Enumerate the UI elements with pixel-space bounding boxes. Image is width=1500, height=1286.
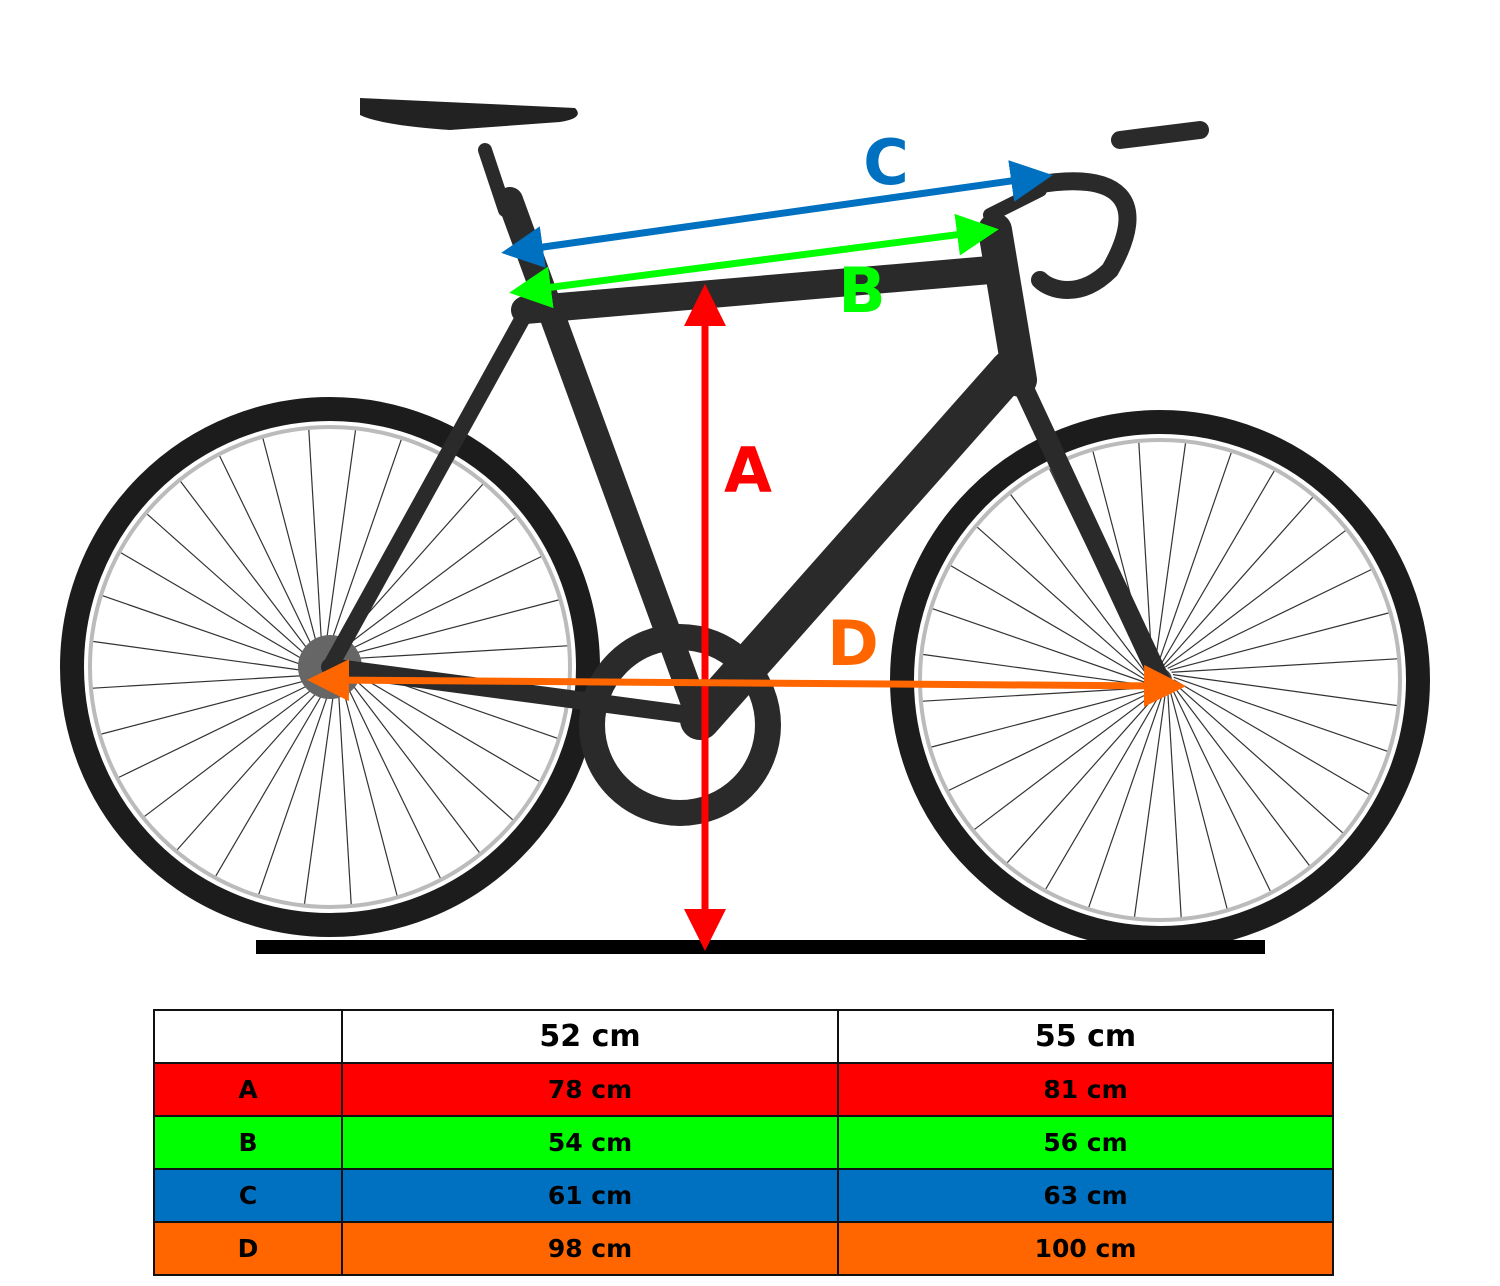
table-row-a: A 78 cm 81 cm	[153, 1062, 1334, 1117]
table-row-b: B 54 cm 56 cm	[153, 1115, 1334, 1170]
dimension-c: C	[501, 126, 1053, 268]
spoke	[326, 439, 402, 654]
spoke	[118, 678, 323, 778]
spoke	[948, 691, 1153, 791]
spoke	[1162, 497, 1314, 667]
spoke	[176, 680, 328, 850]
spoke	[1173, 679, 1370, 795]
spoke	[144, 679, 326, 817]
spoke	[341, 645, 568, 660]
spoke	[342, 671, 480, 853]
spoke	[337, 678, 352, 905]
spoke	[120, 552, 317, 668]
spoke	[1164, 530, 1346, 668]
spoke	[219, 455, 319, 660]
spoke	[1133, 692, 1166, 917]
spoke	[93, 640, 318, 673]
spoke	[92, 674, 319, 689]
cell-value: 63 cm	[837, 1168, 1334, 1223]
spoke	[339, 599, 559, 658]
row-label: D	[153, 1221, 343, 1276]
spoke	[339, 676, 398, 896]
spoke	[1171, 658, 1398, 673]
saddle	[360, 98, 578, 130]
spoke	[1010, 494, 1148, 676]
spoke	[1156, 452, 1232, 667]
cell-value: 100 cm	[837, 1221, 1334, 1276]
spoke	[1154, 443, 1187, 668]
label-c: C	[863, 126, 909, 199]
spoke	[258, 680, 334, 895]
spoke	[1172, 674, 1397, 707]
spoke	[1167, 569, 1372, 669]
spoke	[334, 517, 516, 655]
spoke	[337, 556, 542, 656]
ground-line	[256, 940, 1265, 954]
spoke	[1169, 612, 1389, 671]
spoke	[1088, 693, 1164, 908]
spoke	[1173, 682, 1343, 834]
spoke	[1169, 689, 1228, 909]
table-header-row: 52 cm 55 cm	[153, 1009, 1334, 1064]
spoke	[1138, 442, 1153, 669]
header-size-55: 55 cm	[837, 1009, 1334, 1064]
row-label: C	[153, 1168, 343, 1223]
spoke	[147, 513, 317, 665]
spoke	[341, 674, 441, 879]
spoke	[1006, 693, 1158, 863]
label-a: A	[724, 434, 772, 507]
spoke	[1173, 676, 1388, 752]
spoke	[974, 692, 1156, 830]
dimension-d: D	[307, 607, 1186, 707]
spoke	[1045, 693, 1161, 890]
spoke	[1167, 691, 1182, 918]
row-label: A	[153, 1062, 343, 1117]
spoke	[215, 680, 331, 877]
spoke	[102, 595, 317, 671]
cell-value: 98 cm	[341, 1221, 839, 1276]
cell-value: 78 cm	[341, 1062, 839, 1117]
table-row-d: D 98 cm 100 cm	[153, 1221, 1334, 1276]
label-d: D	[827, 607, 878, 680]
cell-value: 56 cm	[837, 1115, 1334, 1170]
row-label: B	[153, 1115, 343, 1170]
dimension-a: A	[684, 284, 772, 951]
cell-value: 61 cm	[341, 1168, 839, 1223]
spoke	[303, 679, 336, 904]
label-b: B	[838, 254, 885, 327]
spoke	[923, 653, 1148, 686]
spoke	[932, 608, 1147, 684]
table-row-c: C 61 cm 63 cm	[153, 1168, 1334, 1223]
spoke	[101, 676, 321, 735]
cell-value: 54 cm	[341, 1115, 839, 1170]
cell-value: 81 cm	[837, 1062, 1334, 1117]
header-size-52: 52 cm	[341, 1009, 839, 1064]
spoke	[180, 481, 318, 663]
spoke	[262, 438, 321, 658]
spoke	[324, 430, 357, 655]
size-table: 52 cm 55 cm A 78 cm 81 cm B 54 cm 56 cm …	[153, 1009, 1334, 1276]
spoke	[1159, 470, 1275, 667]
bike-diagram: A B C D	[60, 98, 1430, 954]
spoke	[1172, 684, 1310, 866]
header-empty	[153, 1009, 343, 1064]
spoke	[308, 429, 323, 656]
spoke	[1171, 687, 1271, 892]
spoke	[977, 526, 1147, 678]
